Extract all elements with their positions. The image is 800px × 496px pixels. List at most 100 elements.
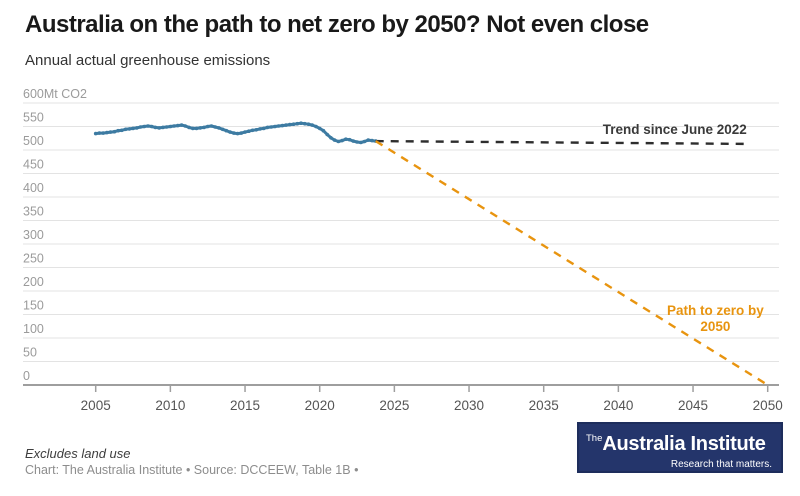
data-point [362,139,367,144]
data-point [157,126,161,130]
y-tick-label-250: 250 [23,252,44,266]
data-point [127,127,132,131]
data-point [217,126,221,130]
data-point [284,123,288,127]
chart-source-credit: Chart: The Australia Institute • Source:… [25,463,359,477]
logo-wordmark: TheAustralia Institute [586,428,775,457]
data-point [325,132,330,137]
series-path-to-zero-by-2050 [375,140,769,387]
data-point [191,126,195,131]
y-tick-label-50: 50 [23,346,37,360]
x-tick-label-2020: 2020 [305,398,335,413]
data-point [108,130,113,134]
data-point [291,122,296,126]
y-tick-label-200: 200 [23,275,44,289]
data-point [176,123,180,128]
data-point [355,140,359,144]
data-point [138,125,143,129]
data-point [149,124,154,129]
data-point [146,124,150,128]
data-point [164,125,169,129]
path-to-zero-label: Path to zero by [667,303,764,318]
data-point [172,124,176,128]
chart-title: Australia on the path to net zero by 205… [25,11,649,38]
data-point [105,130,109,135]
x-tick-label-2050: 2050 [753,398,783,413]
data-point [347,137,352,142]
data-point [187,125,191,130]
emissions-line-chart: 600Mt CO25505004504003503002502001501005… [23,87,783,413]
data-point [168,124,173,129]
data-point [261,126,266,131]
data-point [314,124,318,129]
x-tick-label-2030: 2030 [454,398,484,413]
data-point [329,136,333,140]
data-point [299,121,303,125]
data-point [321,128,326,133]
y-tick-label-0: 0 [23,369,30,383]
y-tick-label-350: 350 [23,205,44,219]
data-point [254,128,258,132]
data-point [135,126,139,130]
series-trend-since-june-2022 [375,139,747,146]
y-tick-label-100: 100 [23,322,44,336]
data-point [213,125,217,129]
trend-label: Trend since June 2022 [603,122,747,137]
data-point [116,128,120,133]
logo-tagline: Research that matters. [670,459,772,470]
footnote-excludes-land-use: Excludes land use [25,446,131,461]
data-point [235,131,240,136]
data-point [183,124,188,128]
australia-institute-logo: TheAustralia Institute Research that mat… [577,422,783,473]
data-point [306,122,311,126]
data-point [194,126,199,131]
data-point [317,126,322,131]
x-tick-label-2005: 2005 [81,398,111,413]
data-point [344,137,348,141]
data-point [250,128,255,133]
data-point [232,131,236,135]
y-tick-label-550: 550 [23,111,44,125]
data-point [224,128,229,133]
x-tick-label-2015: 2015 [230,398,260,413]
y-tick-label-400: 400 [23,181,44,195]
data-point [228,130,232,134]
series-actual-emissions [94,121,378,144]
logo-name: Australia Institute [602,433,766,455]
data-point [336,139,341,144]
y-tick-label-150: 150 [23,299,44,313]
y-tick-label-600: 600Mt CO2 [23,87,87,101]
data-point [332,138,337,142]
x-tick-label-2010: 2010 [155,398,185,413]
x-tick-label-2025: 2025 [379,398,409,413]
x-tick-label-2040: 2040 [603,398,633,413]
data-point [153,125,158,130]
chart-subtitle: Annual actual greenhouse emissions [25,52,271,69]
data-point [131,126,135,131]
data-point [366,138,371,142]
data-point [340,138,344,143]
data-point [269,125,274,129]
x-tick-label-2045: 2045 [678,398,708,413]
data-point [265,125,270,130]
y-tick-label-450: 450 [23,158,44,172]
y-tick-label-300: 300 [23,228,44,242]
data-point [209,124,214,128]
data-point [247,129,251,133]
data-point [101,131,105,135]
data-point [280,123,285,128]
data-point [120,128,124,133]
data-point [370,138,374,143]
data-point [359,140,363,145]
data-point [220,127,225,132]
data-point [288,122,292,127]
data-point [303,121,307,126]
data-point [93,131,98,136]
data-point [258,127,262,131]
data-point [295,121,300,126]
data-point [142,124,146,129]
logo-the: The [586,433,603,444]
data-point [239,131,244,135]
data-point [351,139,356,143]
